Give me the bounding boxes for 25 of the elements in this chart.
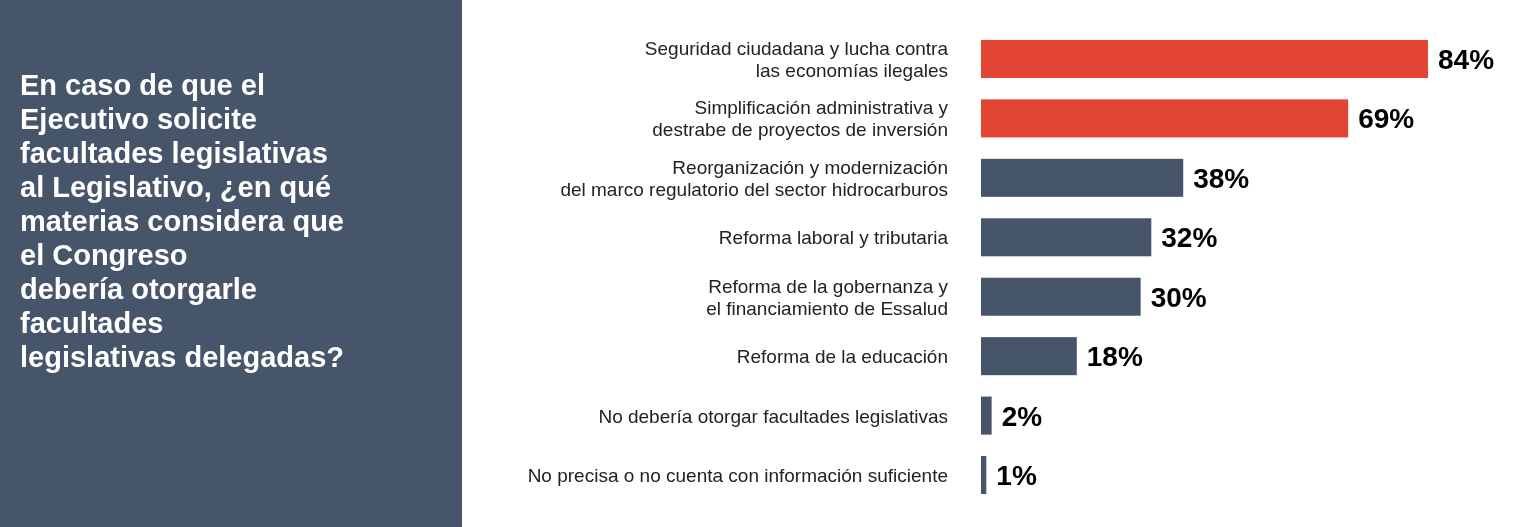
bar [981, 277, 1141, 316]
y-tick-label: Reorganización y modernización del marco regulatorio del sector hidrocarburos [560, 156, 948, 200]
bar [981, 99, 1349, 138]
y-tick-label: Seguridad ciudadana y lucha contra las economías ilegales [644, 37, 949, 81]
bar [981, 158, 1184, 197]
data-label: 2% [1001, 400, 1043, 432]
data-label: 38% [1193, 162, 1250, 194]
y-tick-label: Reforma laboral y tributaria [718, 227, 949, 249]
bar [981, 218, 1152, 257]
data-label: 84% [1438, 43, 1495, 75]
data-label: 69% [1358, 103, 1415, 135]
y-tick-label: Reforma de la gobernanza y el financiamiento de Essalud [706, 275, 949, 319]
y-tick-label: Simplificación administrativa y destrabe de proyectos de inversión [652, 97, 949, 141]
bar [981, 39, 1428, 78]
bar [981, 456, 987, 495]
bar [981, 396, 992, 435]
data-label: 30% [1150, 281, 1207, 313]
data-label: 1% [996, 460, 1037, 492]
y-tick-label: No debería otorgar facultades legislativas [598, 405, 948, 427]
chart-title: En caso de que el Ejecutivo solicite facultades legislativas al Legislativo, ¿en qué materias considera que el Congreso debería otorgarle facultades legislativas delegadas? [20, 69, 344, 373]
y-tick-label: Reforma de la educación [736, 346, 948, 368]
bar [981, 337, 1077, 376]
y-tick-label: No precisa o no cuenta con información suficiente [527, 465, 948, 487]
data-label: 18% [1086, 341, 1143, 373]
data-label: 32% [1161, 222, 1218, 254]
